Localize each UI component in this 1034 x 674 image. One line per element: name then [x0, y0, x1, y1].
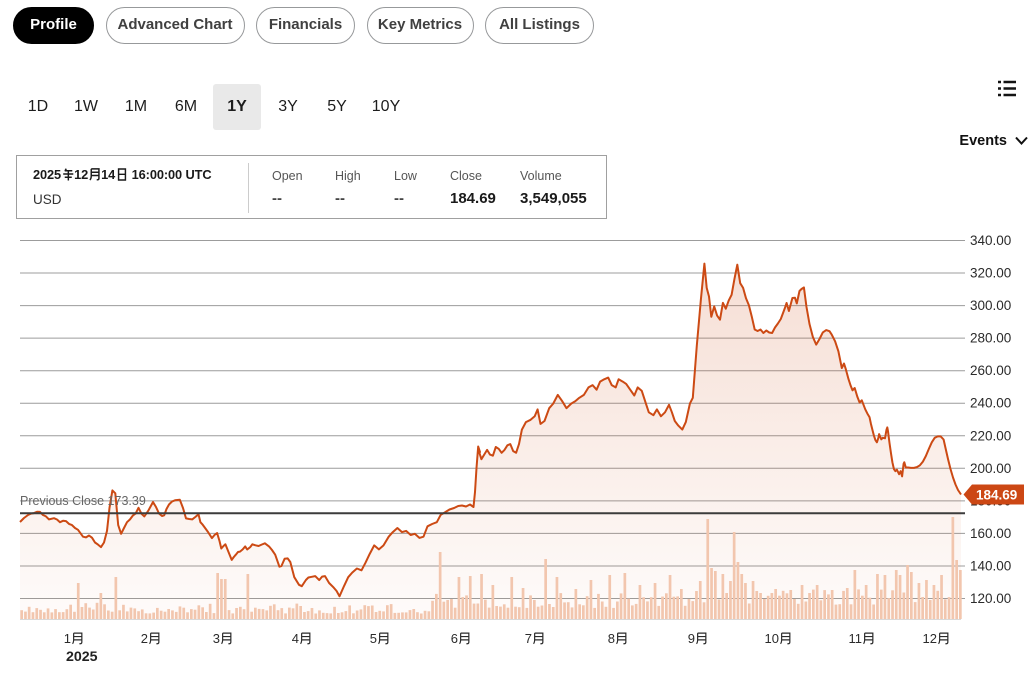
- svg-text:5: 5: [370, 631, 377, 646]
- svg-text:7: 7: [525, 631, 532, 646]
- svg-text:2025: 2025: [66, 649, 98, 665]
- svg-text:12: 12: [923, 631, 937, 646]
- svg-text:3: 3: [213, 631, 220, 646]
- svg-text:9: 9: [688, 631, 695, 646]
- svg-text:260.00: 260.00: [970, 363, 1011, 378]
- svg-text:340.00: 340.00: [970, 233, 1011, 248]
- svg-text:11: 11: [849, 631, 863, 646]
- svg-text:200.00: 200.00: [970, 461, 1011, 476]
- svg-text:1: 1: [64, 631, 71, 646]
- svg-text:8: 8: [608, 631, 615, 646]
- svg-text:160.00: 160.00: [970, 526, 1011, 541]
- svg-text:2: 2: [141, 631, 148, 646]
- svg-text:140.00: 140.00: [970, 559, 1011, 574]
- svg-text:10: 10: [765, 631, 779, 646]
- svg-text:6: 6: [451, 631, 458, 646]
- svg-text:184.69: 184.69: [976, 488, 1017, 503]
- svg-text:300.00: 300.00: [970, 298, 1011, 313]
- svg-text:120.00: 120.00: [970, 591, 1011, 606]
- svg-text:4: 4: [292, 631, 299, 646]
- svg-text:220.00: 220.00: [970, 428, 1011, 443]
- svg-text:280.00: 280.00: [970, 331, 1011, 346]
- svg-text:320.00: 320.00: [970, 266, 1011, 281]
- svg-text:Previous Close 173.39: Previous Close 173.39: [20, 494, 146, 508]
- svg-text:240.00: 240.00: [970, 396, 1011, 411]
